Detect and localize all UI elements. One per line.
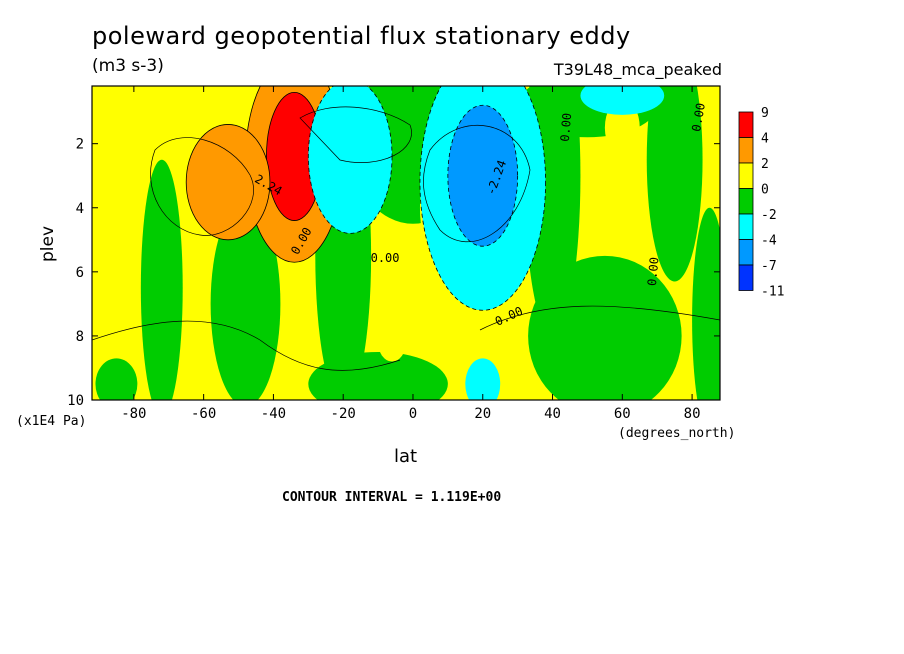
field-region (185, 124, 271, 241)
x-tick-label: 80 (684, 406, 701, 422)
field-region (528, 255, 682, 400)
field-region (378, 323, 406, 362)
x-tick-label: 0 (409, 406, 417, 422)
x-axis-units: (degrees_north) (618, 426, 736, 441)
x-tick-label: -80 (121, 406, 146, 422)
colorbar-label: 9 (761, 106, 769, 121)
contour-line (479, 305, 720, 331)
field-region (308, 351, 448, 400)
y-tick-label: 6 (76, 265, 84, 281)
field-region (307, 86, 393, 234)
x-tick-label: -40 (261, 406, 286, 422)
field-region (465, 358, 501, 400)
contour-label: 0.00 (645, 256, 661, 286)
chart-title: poleward geopotential flux stationary ed… (92, 22, 631, 50)
field-region (692, 207, 720, 400)
contour-line (423, 125, 531, 242)
y-tick-label: 8 (76, 329, 84, 345)
colorbar-swatch (738, 137, 754, 164)
y-tick-label: 2 (76, 137, 84, 153)
contour-label: 0.00 (558, 112, 574, 142)
colorbar: 9 4 2 0 -2 -4 -7 -11 (738, 106, 784, 300)
y-axis-multiplier: (x1E4 Pa) (16, 414, 87, 429)
run-label: T39L48_mca_peaked (553, 60, 722, 79)
contour-label: 0.00 (689, 102, 708, 133)
contour-interval-note: CONTOUR INTERVAL = 1.119E+00 (282, 490, 502, 505)
field-region (210, 201, 281, 400)
colorbar-label: -7 (761, 259, 777, 274)
contour-line (299, 106, 412, 163)
x-tick-label: -60 (191, 406, 216, 422)
field-region (95, 358, 138, 400)
colorbar-swatch (738, 111, 754, 138)
field-region (140, 159, 183, 400)
field-region (646, 86, 703, 282)
colorbar-swatch (738, 188, 754, 215)
colorbar-label: 4 (761, 132, 769, 147)
colorbar-swatch (738, 264, 754, 291)
colorbar-swatch (738, 239, 754, 266)
x-tick-label: 60 (614, 406, 631, 422)
colorbar-label: 2 (761, 157, 769, 172)
colorbar-label: -11 (761, 285, 784, 300)
contour-label: 0.00 (371, 251, 400, 265)
contour-line (150, 137, 254, 236)
y-tick-label: 4 (76, 201, 84, 217)
plot-area (92, 86, 720, 400)
colorbar-label: -2 (761, 208, 777, 223)
colorbar-label: 0 (761, 183, 769, 198)
colorbar-label: -4 (761, 234, 777, 249)
colorbar-swatch (738, 162, 754, 189)
contour-line (92, 320, 401, 371)
x-tick-label: 40 (544, 406, 561, 422)
chart-units: (m3 s-3) (92, 56, 164, 76)
plot-frame (91, 85, 721, 401)
colorbar-swatch (738, 213, 754, 240)
y-tick-label: 10 (67, 393, 84, 409)
x-tick-label: 20 (474, 406, 491, 422)
x-axis-label: lat (394, 446, 418, 467)
field-region (580, 86, 665, 115)
x-tick-label: -20 (331, 406, 356, 422)
field-region (447, 104, 519, 247)
